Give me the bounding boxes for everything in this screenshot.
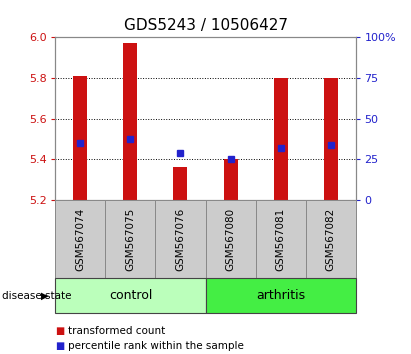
Text: GSM567081: GSM567081	[275, 207, 286, 270]
Text: ■: ■	[55, 341, 65, 351]
Text: ▶: ▶	[42, 291, 49, 301]
Bar	[155, 200, 206, 278]
Bar	[123, 43, 138, 200]
Bar	[55, 200, 106, 278]
Bar	[224, 159, 238, 200]
Text: percentile rank within the sample: percentile rank within the sample	[68, 341, 244, 351]
Title: GDS5243 / 10506427: GDS5243 / 10506427	[123, 18, 288, 33]
Text: transformed count: transformed count	[68, 326, 165, 336]
Bar	[173, 167, 187, 200]
Bar	[323, 78, 337, 200]
Text: control: control	[109, 289, 152, 302]
Bar	[74, 76, 88, 200]
Bar	[305, 200, 356, 278]
Text: ■: ■	[55, 326, 65, 336]
Text: GSM567080: GSM567080	[226, 207, 236, 270]
Text: GSM567075: GSM567075	[125, 207, 136, 270]
Text: arthritis: arthritis	[256, 289, 305, 302]
Bar	[206, 200, 256, 278]
Text: disease state: disease state	[2, 291, 72, 301]
Bar	[106, 200, 155, 278]
Bar	[206, 278, 356, 313]
Text: GSM567082: GSM567082	[326, 207, 335, 270]
Bar	[273, 78, 288, 200]
Bar	[256, 200, 305, 278]
Text: GSM567074: GSM567074	[76, 207, 85, 270]
Bar	[55, 278, 206, 313]
Text: GSM567076: GSM567076	[175, 207, 185, 270]
